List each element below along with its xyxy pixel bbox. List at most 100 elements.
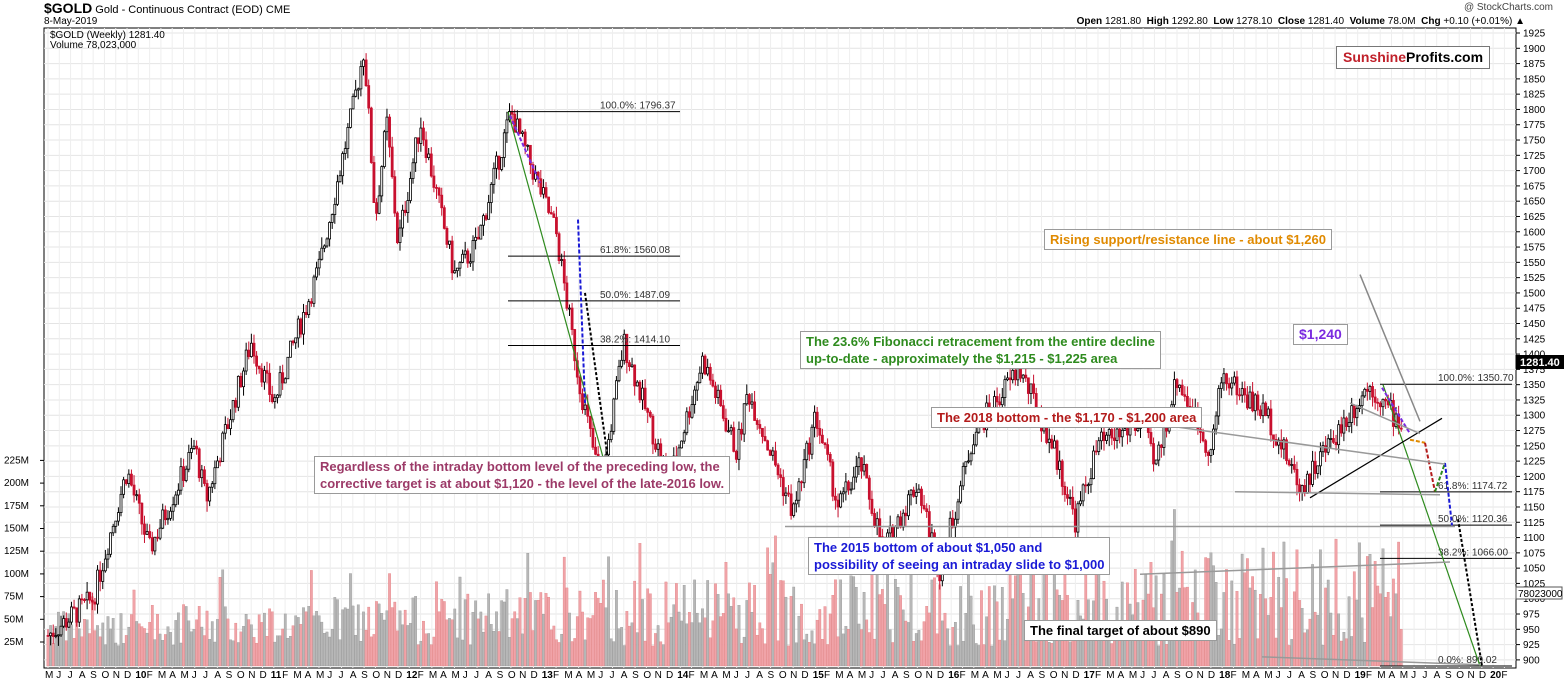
date-tick-label: J [598, 670, 603, 681]
callout-fib236 [1157, 423, 1446, 465]
volume-bar [711, 620, 715, 667]
volume-axis: 25M 50M 75M 100M 125M 150M 175M 200M 225M [4, 455, 44, 648]
date-tick-label: S [1174, 670, 1181, 681]
candle-body [557, 233, 561, 261]
date-tick-label: M [700, 670, 708, 681]
volume-bar [1256, 638, 1260, 667]
volume-bar [119, 613, 123, 667]
candle-body [1115, 428, 1119, 441]
fib2-label: 0.0%: 890.02 [1438, 655, 1497, 666]
candle-body [1219, 382, 1223, 389]
candle-body [479, 224, 483, 240]
candle-body [781, 477, 785, 497]
candle-body [70, 606, 73, 623]
candle-body [646, 408, 650, 413]
date-tick-label: N [1197, 670, 1204, 681]
volume-bar [536, 599, 540, 667]
volume-bar [184, 606, 188, 667]
candle-body [1326, 438, 1330, 453]
candle-body [90, 599, 94, 603]
candle-body [304, 312, 308, 316]
volume-bar [969, 595, 973, 667]
candle-body [403, 209, 407, 214]
volume-bar [917, 630, 921, 667]
date-tick-label: J [1422, 670, 1427, 681]
volume-bar [286, 637, 290, 667]
date-tick-label: O [1456, 670, 1464, 681]
candle-body [555, 217, 558, 235]
candle-body [1204, 440, 1208, 453]
candle-body [925, 508, 929, 513]
volume-bar [779, 580, 783, 667]
candle-body [127, 473, 131, 484]
volume-bar [195, 619, 198, 667]
volume-bar [1259, 594, 1262, 667]
price-tick-label: 1925 [1523, 29, 1546, 40]
date-tick-label: F [1366, 670, 1372, 681]
volume-bar [695, 612, 699, 667]
candle-body [1285, 439, 1288, 461]
volume-bar [651, 645, 655, 667]
volume-bar [127, 626, 131, 667]
volume-bar [781, 580, 785, 667]
candle-body [85, 591, 89, 601]
candle-body [299, 318, 303, 335]
volume-bar [362, 611, 365, 667]
volume-bar [1133, 569, 1137, 667]
candle-body [1217, 388, 1221, 417]
candle-body [401, 209, 405, 229]
volume-bar [351, 605, 355, 667]
volume-bar [1379, 593, 1382, 667]
date-tick-label: 10 [135, 670, 147, 681]
candle-body [239, 375, 243, 388]
date-tick-label: O [101, 670, 109, 681]
date-tick-label: N [1468, 670, 1475, 681]
volume-bar [1392, 578, 1395, 667]
price-tick-label: 1125 [1523, 518, 1545, 529]
date-tick-label: A [756, 670, 763, 681]
chart-header: $GOLD Gold - Continuous Contract (EOD) C… [44, 0, 290, 16]
volume-bar [823, 606, 827, 667]
candle-body [236, 375, 240, 408]
volume-bar [724, 562, 728, 667]
price-tick-label: 1875 [1523, 59, 1546, 70]
candle-body [440, 194, 444, 209]
annotation-rising-line: Rising support/resistance line - about $… [1044, 229, 1332, 250]
candle-body [1097, 440, 1101, 452]
fib2-label: 100.0%: 1350.70 [1438, 373, 1514, 384]
candle-body [476, 236, 480, 240]
date-tick-label: A [350, 670, 357, 681]
candle-body [137, 494, 141, 504]
volume-bar [920, 640, 923, 667]
volume-bar [873, 638, 876, 667]
date-tick-label: M [1264, 670, 1272, 681]
volume-bar [1365, 556, 1369, 667]
volume-bar [80, 636, 84, 667]
candle-body [182, 466, 185, 481]
price-tick-label: 1625 [1523, 212, 1546, 223]
date-tick-label: N [790, 670, 797, 681]
orange-dash-2019 [1409, 438, 1426, 444]
candle-body [210, 483, 214, 488]
volume-bar [761, 628, 764, 667]
volume-tick-label: 50M [4, 614, 23, 625]
volume-bar [469, 644, 472, 667]
date-tick-label: S [768, 670, 775, 681]
candle-body [231, 400, 235, 421]
candle-body [351, 95, 355, 110]
candle-body [322, 245, 326, 249]
date-tick-label: N [384, 670, 391, 681]
date-tick-label: F [418, 670, 424, 681]
volume-bar [1376, 585, 1380, 667]
candle-body [711, 379, 715, 387]
volume-bar [502, 601, 506, 667]
candle-body [899, 516, 903, 528]
price-tag-text: 1281.40 [1520, 357, 1560, 369]
candle-body [169, 510, 172, 519]
candle-body [701, 355, 704, 374]
volume-bar [388, 573, 391, 667]
candle-body [1003, 379, 1007, 399]
volume-tick-label: 200M [4, 478, 29, 489]
volume-bar [1350, 636, 1354, 667]
candle-body [1180, 384, 1184, 396]
